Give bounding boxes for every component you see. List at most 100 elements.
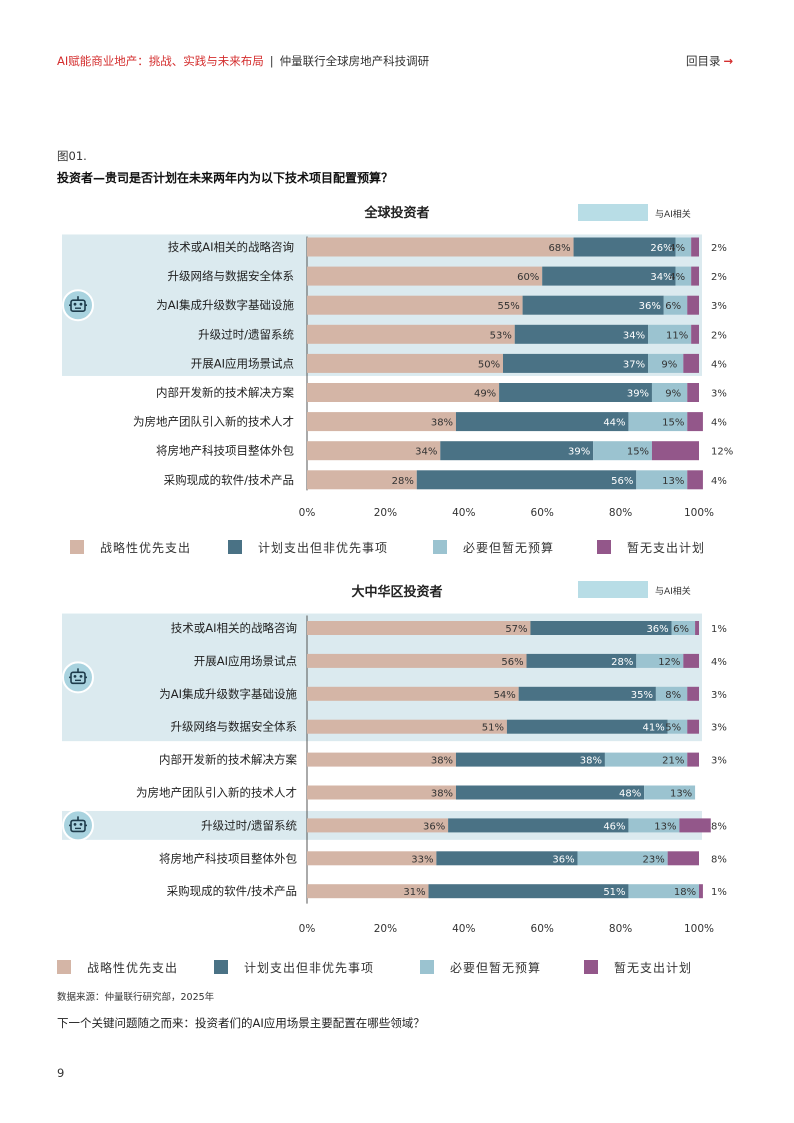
- data-label: 57%: [505, 624, 527, 635]
- category-label: 开展AI应用场景试点: [191, 356, 294, 370]
- category-label: 技术或AI相关的战略咨询: [168, 240, 294, 254]
- ai-legend-swatch: [578, 204, 648, 221]
- bar-segment: [307, 686, 519, 701]
- bar-segment: [655, 686, 688, 701]
- legend-swatch: [597, 540, 611, 554]
- report-subtitle: 仲量联行全球房地产科技调研: [279, 54, 430, 68]
- data-label: 4%: [711, 359, 727, 370]
- data-label: 53%: [490, 330, 512, 341]
- data-label: 48%: [619, 789, 641, 800]
- bar-segment: [667, 719, 688, 734]
- data-label: 44%: [603, 418, 625, 429]
- data-label: 38%: [431, 756, 453, 767]
- bar-segment: [436, 851, 578, 866]
- legend-greater-china: 战略性优先支出 计划支出但非优先事项 必要但暂无预算 暂无支出计划: [57, 959, 757, 975]
- data-label: 4%: [669, 272, 685, 283]
- bar-segment: [506, 719, 668, 734]
- category-label: 为房地产团队引入新的技术人才: [136, 786, 297, 800]
- legend-item-necessary: 必要但暂无预算: [420, 959, 541, 976]
- category-label: 为AI集成升级数字基础设施: [156, 298, 294, 312]
- bar-segment: [636, 470, 688, 490]
- data-label: 15%: [627, 447, 649, 458]
- category-label: 采购现成的软件/技术产品: [167, 884, 297, 898]
- data-label: 3%: [711, 690, 727, 701]
- category-label: 技术或AI相关的战略咨询: [171, 621, 297, 635]
- bar-segment: [683, 653, 699, 668]
- data-label: 36%: [639, 301, 661, 312]
- bar-segment: [514, 324, 649, 344]
- data-label: 4%: [711, 657, 727, 668]
- bar-segment: [687, 295, 699, 315]
- data-label: 2%: [711, 330, 727, 341]
- header-separator: |: [269, 54, 274, 68]
- data-label: 26%: [650, 243, 672, 254]
- data-label: 15%: [662, 418, 684, 429]
- x-tick-label: 20%: [374, 923, 397, 935]
- bar-segment: [671, 621, 696, 635]
- data-label: 3%: [711, 723, 727, 734]
- data-source: 数据来源：仲量联行研究部，2025年: [57, 992, 215, 1003]
- ai-legend-label-2: 与AI相关: [655, 587, 691, 597]
- data-label: 28%: [392, 476, 414, 487]
- bar-segment: [628, 884, 699, 899]
- x-tick-label: 100%: [684, 923, 714, 935]
- bar-segment: [691, 237, 699, 257]
- bar-segment: [636, 653, 684, 668]
- legend-item-none: 暂无支出计划: [597, 539, 705, 556]
- bar-segment: [307, 719, 507, 734]
- bar-segment: [683, 353, 699, 373]
- data-label: 36%: [646, 624, 668, 635]
- data-label: 28%: [611, 657, 633, 668]
- data-label: 50%: [478, 359, 500, 370]
- back-label: 回目录: [686, 54, 721, 68]
- data-label: 9%: [665, 389, 681, 400]
- next-question: 下一个关键问题随之而来：投资者们的AI应用场景主要配置在哪些领域？: [57, 1016, 425, 1030]
- bar-segment: [604, 752, 688, 767]
- bar-segment: [675, 266, 692, 286]
- data-label: 60%: [517, 272, 539, 283]
- x-tick-label: 80%: [609, 507, 632, 519]
- bar-segment: [307, 621, 531, 635]
- x-tick-label: 40%: [452, 923, 475, 935]
- bar-segment: [667, 851, 699, 866]
- category-label: 内部开发新的技术解决方案: [159, 753, 297, 767]
- legend-item-none: 暂无支出计划: [584, 959, 692, 976]
- robot-icon: [62, 809, 94, 842]
- data-label: 1%: [711, 887, 727, 898]
- robot-icon: [62, 661, 94, 694]
- category-label: 升级过时/遗留系统: [201, 818, 297, 832]
- bar-segment: [542, 266, 676, 286]
- data-label: 37%: [623, 359, 645, 370]
- data-label: 34%: [415, 447, 437, 458]
- bar-segment: [526, 653, 637, 668]
- legend-swatch: [420, 960, 434, 974]
- bar-segment: [651, 441, 699, 461]
- data-label: 36%: [552, 854, 574, 865]
- bar-segment: [577, 851, 668, 866]
- category-label: 升级网络与数据安全体系: [171, 720, 298, 734]
- legend-item-planned: 计划支出但非优先事项: [228, 539, 388, 556]
- legend-item-strategic: 战略性优先支出: [70, 539, 191, 556]
- category-label: 开展AI应用场景试点: [194, 654, 297, 668]
- chart-title-greater-china: 大中华区投资者: [351, 585, 443, 600]
- back-to-contents-link[interactable]: 回目录 →: [686, 53, 733, 69]
- bar-segment: [307, 470, 417, 490]
- x-tick-label: 0%: [299, 923, 316, 935]
- bar-segment: [455, 412, 629, 432]
- bar-segment: [307, 383, 500, 402]
- bar-segment: [687, 752, 699, 767]
- bar-segment: [307, 412, 456, 432]
- page-number: 9: [57, 1066, 65, 1080]
- data-label: 6%: [673, 624, 689, 635]
- robot-icon: [62, 289, 94, 322]
- data-label: 68%: [548, 243, 570, 254]
- arrow-right-icon: →: [723, 54, 734, 68]
- bar-segment: [307, 266, 543, 286]
- bar-segment: [628, 412, 688, 432]
- legend-item-strategic: 战略性优先支出: [57, 959, 178, 976]
- data-label: 49%: [474, 389, 496, 400]
- ai-legend-swatch-2: [578, 581, 648, 598]
- chart-title-global: 全球投资者: [364, 206, 430, 221]
- category-label: 升级网络与数据安全体系: [168, 269, 295, 283]
- bar-segment: [307, 295, 523, 315]
